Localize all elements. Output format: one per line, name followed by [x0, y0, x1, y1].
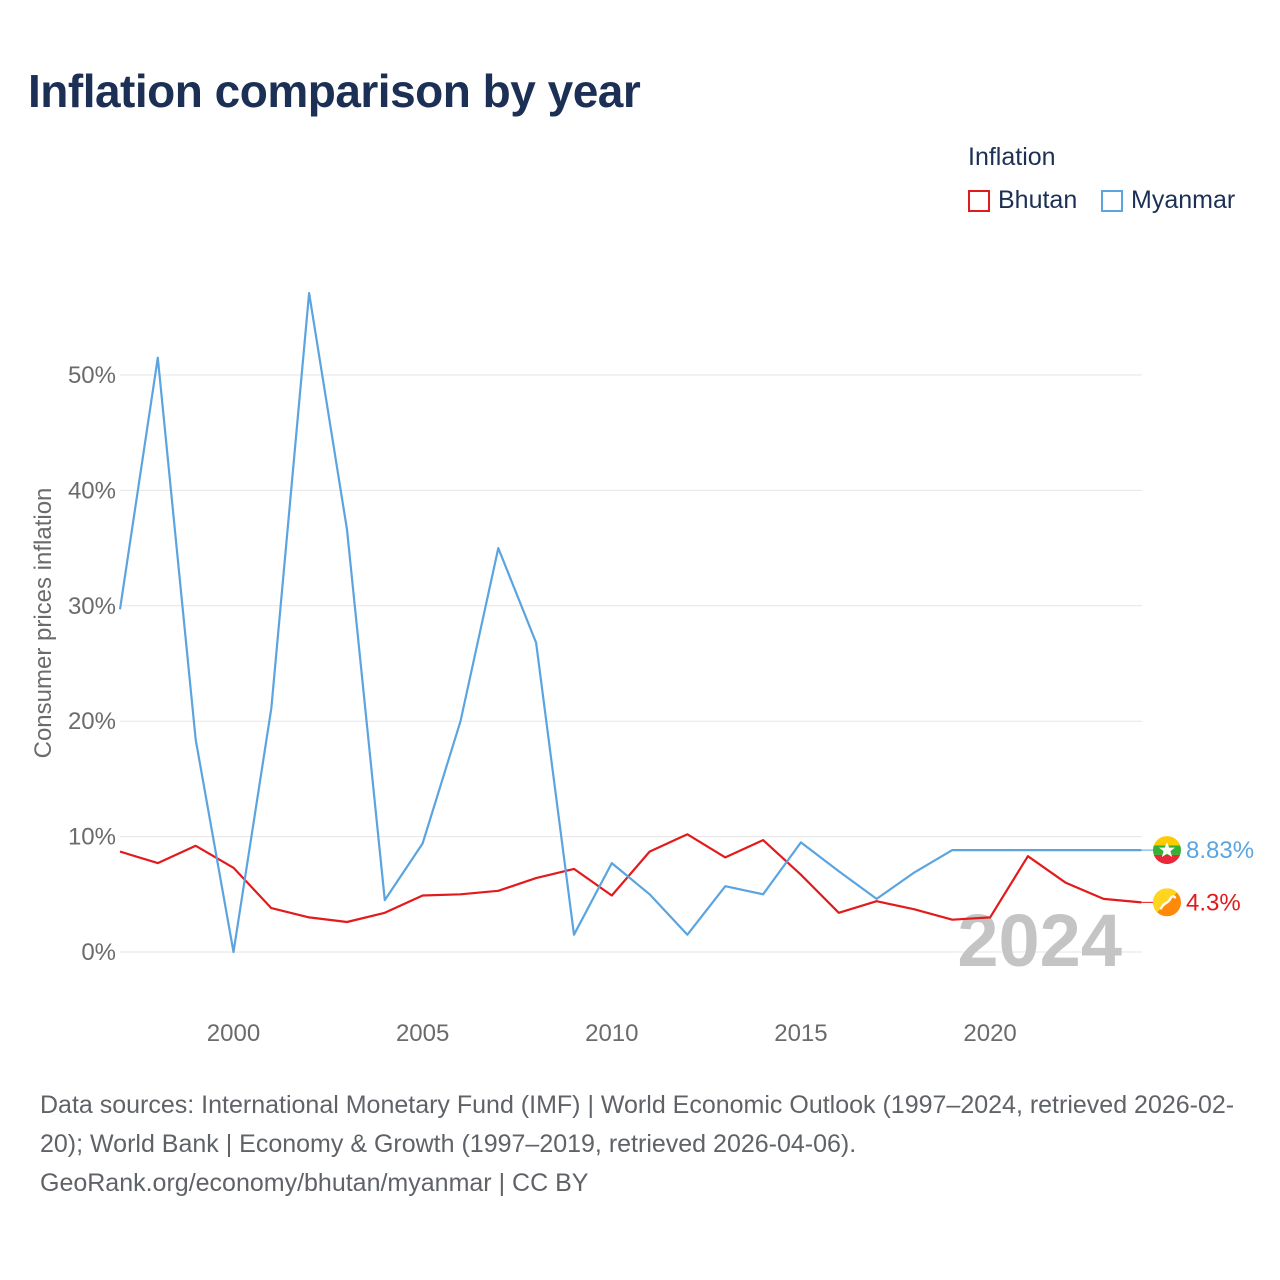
- bhutan-flag-icon: [1153, 888, 1181, 917]
- x-axis-ticks: 2000 2005 2010 2015 2020: [207, 1020, 1017, 1047]
- end-markers: 4.3% 8.83%: [1141, 836, 1254, 917]
- legend-item-myanmar[interactable]: Myanmar: [1101, 186, 1235, 215]
- line-chart: 0% 10% 20% 30% 40% 50% 2000 2005 2010 2015 2020 C…: [30, 292, 1254, 1047]
- y-tick-label: 30%: [68, 593, 116, 620]
- y-tick-label: 10%: [68, 824, 116, 851]
- series-line-bhutan: [119, 833, 1142, 924]
- legend-label-myanmar: Myanmar: [1131, 186, 1236, 214]
- chart-title: Inflation comparison by year: [28, 65, 641, 117]
- gridlines: [120, 374, 1142, 953]
- series-line-myanmar: [118, 292, 1142, 954]
- legend-item-bhutan[interactable]: Bhutan: [968, 186, 1077, 215]
- y-axis-label: Consumer prices inflation: [30, 488, 57, 759]
- legend-swatch-myanmar: [1101, 189, 1123, 212]
- legend-swatch-bhutan: [968, 189, 990, 212]
- series-lines: [118, 292, 1142, 954]
- y-tick-label: 40%: [68, 477, 116, 504]
- x-tick-label: 2015: [774, 1020, 827, 1047]
- y-axis-ticks: 0% 10% 20% 30% 40% 50%: [68, 362, 116, 966]
- x-tick-label: 2020: [963, 1020, 1016, 1047]
- y-tick-label: 50%: [68, 362, 116, 389]
- myanmar-flag-icon: [1153, 836, 1181, 865]
- footer: Data sources: International Monetary Fun…: [40, 1086, 1250, 1203]
- y-tick-label: 0%: [81, 939, 116, 966]
- data-sources: Data sources: International Monetary Fun…: [40, 1091, 1235, 1158]
- x-tick-label: 2000: [207, 1020, 260, 1047]
- end-value-label-myanmar: 8.83%: [1186, 837, 1254, 864]
- year-watermark: 2024: [957, 899, 1122, 982]
- x-tick-label: 2005: [396, 1020, 449, 1047]
- y-tick-label: 20%: [68, 708, 116, 735]
- legend-label-bhutan: Bhutan: [998, 186, 1078, 214]
- legend-title: Inflation: [968, 143, 1056, 171]
- end-value-label-bhutan: 4.3%: [1186, 889, 1241, 916]
- x-tick-label: 2010: [585, 1020, 638, 1047]
- credit-link[interactable]: GeoRank.org/economy/bhutan/myanmar | CC …: [40, 1169, 589, 1197]
